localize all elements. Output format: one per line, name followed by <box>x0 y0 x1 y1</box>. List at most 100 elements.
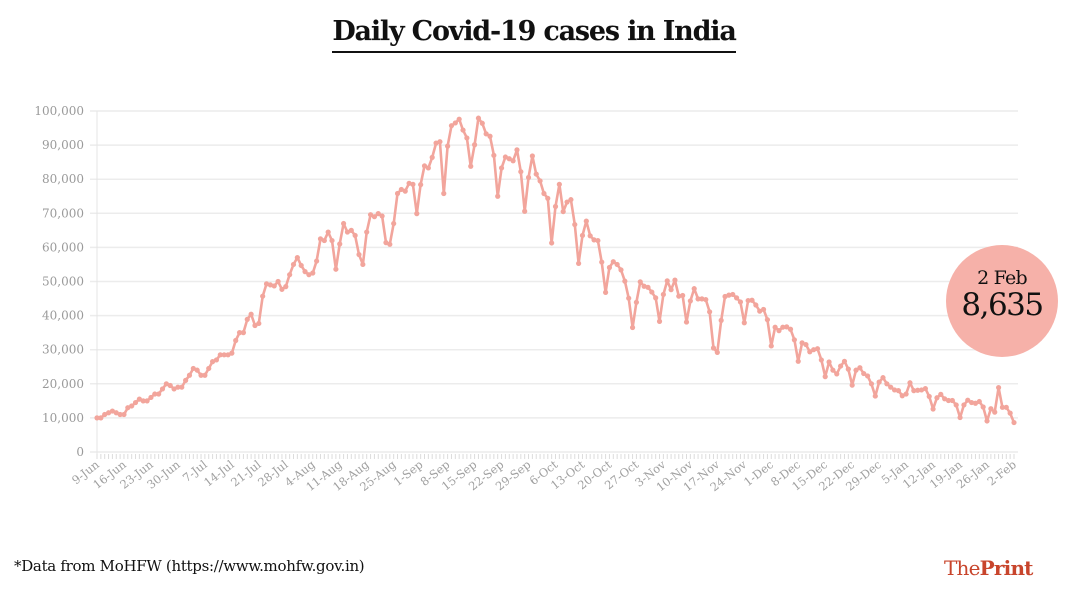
data-point <box>290 261 297 268</box>
data-point <box>498 165 505 171</box>
data-point <box>587 233 593 239</box>
data-point <box>367 212 374 218</box>
y-tick-label: 80,000 <box>42 172 84 186</box>
data-point <box>233 337 239 344</box>
data-point <box>364 229 370 235</box>
latest-value-callout: 2 Feb 8,635 <box>946 245 1058 357</box>
data-point <box>645 284 651 290</box>
x-tick-label: 14-Jul <box>201 457 237 489</box>
data-point <box>653 295 659 301</box>
data-point <box>148 394 154 401</box>
y-tick-label: 100,000 <box>34 104 84 118</box>
data-point <box>599 259 605 265</box>
data-point <box>283 284 289 290</box>
data-point <box>776 328 782 334</box>
data-point <box>834 371 840 377</box>
data-point <box>992 409 998 415</box>
x-tick-label: 2-Feb <box>984 457 1018 488</box>
y-tick-label: 10,000 <box>42 411 84 425</box>
chart-title-text: Daily Covid-19 cases in India <box>332 16 737 53</box>
data-point <box>583 218 589 224</box>
data-point <box>487 133 493 139</box>
data-point <box>602 289 609 296</box>
data-point <box>741 320 747 326</box>
data-point <box>984 418 990 424</box>
data-point <box>857 365 863 371</box>
data-point <box>606 264 613 271</box>
data-point <box>545 195 551 201</box>
data-point <box>683 319 690 325</box>
data-point <box>961 402 967 408</box>
data-point <box>949 397 955 404</box>
data-point <box>930 406 936 412</box>
logo-the: The <box>944 556 980 580</box>
data-point <box>394 190 401 197</box>
data-point <box>310 270 316 276</box>
data-point <box>576 260 582 267</box>
data-point <box>830 367 836 373</box>
data-point <box>864 373 871 379</box>
data-point <box>668 287 674 293</box>
data-point <box>321 237 327 244</box>
data-point <box>271 283 277 289</box>
data-point <box>884 381 890 387</box>
data-point <box>202 372 208 378</box>
data-point <box>314 258 320 264</box>
data-point <box>156 391 162 397</box>
data-point <box>552 203 559 210</box>
data-point <box>980 404 986 410</box>
data-point <box>995 384 1002 391</box>
data-point <box>591 237 597 243</box>
series-line <box>94 115 1017 426</box>
data-point <box>664 278 670 284</box>
data-point <box>471 142 478 148</box>
data-point <box>822 374 828 380</box>
data-point <box>780 324 786 330</box>
data-point <box>352 232 358 239</box>
data-point <box>483 131 489 137</box>
data-point <box>167 382 173 389</box>
data-point <box>260 293 266 299</box>
data-point <box>549 240 555 246</box>
data-point <box>410 181 416 187</box>
data-point <box>714 349 720 356</box>
data-point <box>895 388 902 394</box>
logo-print: Print <box>979 556 1034 580</box>
data-point <box>460 127 466 133</box>
data-point <box>441 190 447 197</box>
data-point <box>518 169 524 175</box>
data-point <box>452 120 458 126</box>
data-point <box>522 208 528 214</box>
data-point <box>506 156 512 162</box>
data-point <box>256 320 262 327</box>
data-point <box>649 289 655 295</box>
data-point <box>730 291 736 298</box>
data-point <box>672 277 678 283</box>
data-point <box>737 299 744 305</box>
x-tick-label: 21-Jul <box>228 457 264 489</box>
data-point <box>333 266 339 272</box>
data-point <box>772 324 778 330</box>
data-point <box>618 267 624 273</box>
y-tick-label: 30,000 <box>42 343 84 357</box>
data-point <box>911 388 917 394</box>
y-tick-label: 90,000 <box>42 138 84 152</box>
data-point <box>969 399 975 406</box>
data-point <box>699 296 705 302</box>
data-point <box>718 317 724 323</box>
data-point <box>915 387 921 393</box>
y-tick-label: 70,000 <box>42 206 84 220</box>
data-point <box>275 278 281 285</box>
data-point <box>710 345 717 351</box>
data-point <box>807 349 813 355</box>
callout-date: 2 Feb <box>977 267 1027 289</box>
data-point <box>818 357 824 363</box>
data-point <box>610 259 616 265</box>
data-point <box>375 211 381 217</box>
data-point <box>953 402 959 408</box>
data-point <box>622 278 628 284</box>
data-point <box>922 385 928 392</box>
data-point <box>448 123 455 129</box>
data-point <box>287 272 293 278</box>
data-point <box>437 139 443 145</box>
